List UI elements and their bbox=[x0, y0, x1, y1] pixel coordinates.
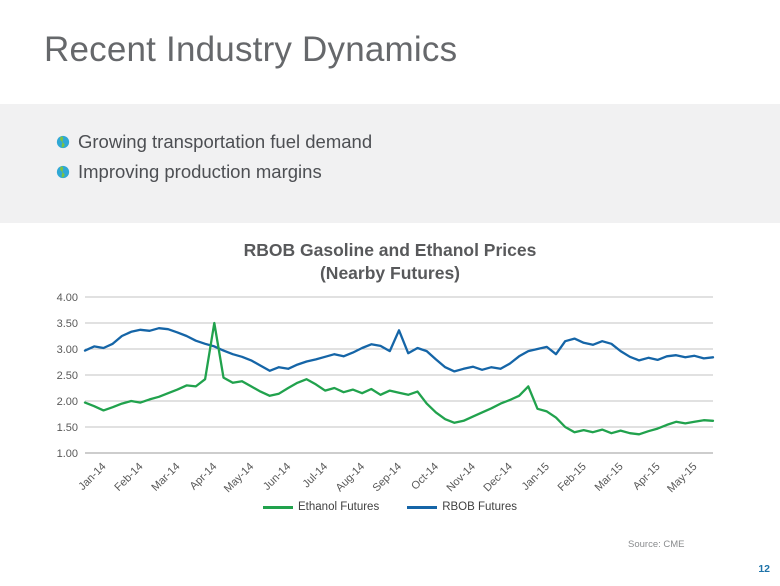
x-axis-label: Apr-14 bbox=[188, 461, 220, 493]
y-axis-label: 3.00 bbox=[57, 344, 78, 356]
y-axis-label: 4.00 bbox=[57, 292, 78, 304]
y-axis-label: 2.00 bbox=[57, 396, 78, 408]
y-axis-label: 1.50 bbox=[57, 422, 78, 434]
bullet-text: Growing transportation fuel demand bbox=[78, 131, 373, 152]
x-axis-label: Feb-15 bbox=[556, 461, 589, 494]
x-axis-label: Oct-14 bbox=[409, 461, 441, 493]
legend-label: RBOB Futures bbox=[442, 501, 517, 513]
y-axis-label: 2.50 bbox=[57, 370, 78, 382]
x-axis-label: May-14 bbox=[222, 461, 256, 495]
series-line-rbob-futures bbox=[83, 327, 715, 373]
x-axis-label: Apr-15 bbox=[631, 461, 663, 493]
chart-legend: Ethanol Futures RBOB Futures bbox=[0, 501, 780, 513]
bullet-item: Growing transportation fuel demand bbox=[56, 127, 372, 157]
bullet-list: Growing transportation fuel demand Impro… bbox=[56, 127, 372, 187]
x-axis-label: Sep-14 bbox=[371, 461, 405, 495]
bullet-text: Improving production margins bbox=[78, 161, 322, 182]
y-axis-label: 3.50 bbox=[57, 318, 78, 330]
source-note: Source: CME bbox=[628, 539, 685, 550]
page-number: 12 bbox=[758, 563, 770, 575]
x-axis-label: May-15 bbox=[665, 461, 699, 495]
y-axis-label: 1.00 bbox=[57, 448, 78, 460]
slide-title: Recent Industry Dynamics bbox=[44, 30, 458, 69]
x-axis-label: Feb-14 bbox=[112, 461, 145, 494]
legend-item: RBOB Futures bbox=[407, 501, 517, 513]
legend-swatch bbox=[407, 505, 438, 509]
legend-swatch bbox=[263, 505, 294, 509]
x-axis-label: Jun-14 bbox=[261, 461, 293, 493]
highlights-band: Growing transportation fuel demand Impro… bbox=[0, 104, 780, 223]
eco-sphere-bullet-icon bbox=[56, 135, 70, 149]
x-axis-label: Aug-14 bbox=[334, 461, 368, 495]
chart-title-line1: RBOB Gasoline and Ethanol Prices bbox=[243, 240, 537, 260]
x-axis-label: Mar-14 bbox=[149, 461, 182, 494]
legend-item: Ethanol Futures bbox=[263, 501, 379, 513]
series-line-ethanol-futures bbox=[83, 321, 715, 436]
bullet-item: Improving production margins bbox=[56, 157, 372, 187]
price-line-chart: 1.00 1.50 2.00 2.50 3.00 3.50 4.00 Jan-14 Feb-14… bbox=[57, 292, 715, 495]
x-axis-label: Mar-15 bbox=[593, 461, 626, 494]
x-axis-label: Nov-14 bbox=[444, 461, 478, 495]
x-axis-label: Dec-14 bbox=[481, 461, 515, 495]
x-axis-label: Jan-14 bbox=[76, 461, 108, 493]
x-axis-label: Jan-15 bbox=[520, 461, 552, 493]
eco-sphere-bullet-icon bbox=[56, 165, 70, 179]
x-axis-label: Jul-14 bbox=[301, 461, 331, 491]
legend-label: Ethanol Futures bbox=[298, 501, 380, 513]
chart-title: RBOB Gasoline and Ethanol Prices (Nearby… bbox=[0, 239, 780, 285]
chart-title-line2: (Nearby Futures) bbox=[319, 263, 461, 283]
